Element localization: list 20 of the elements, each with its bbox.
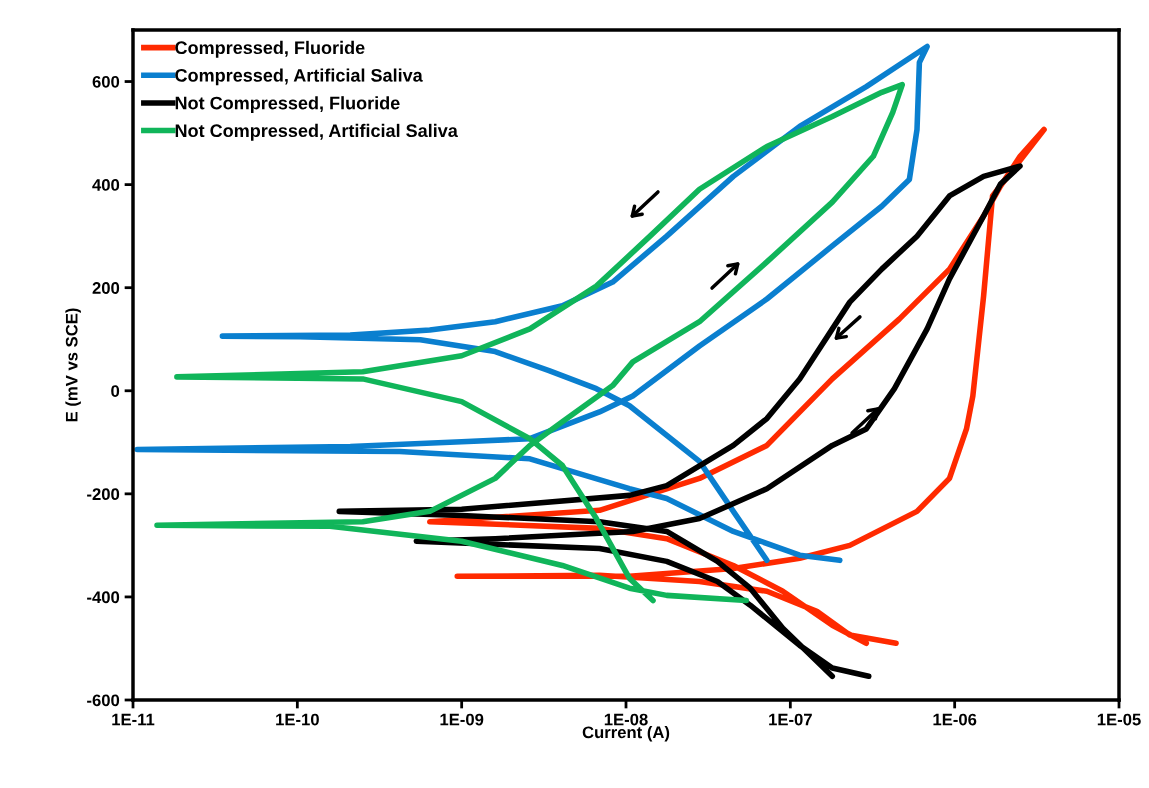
y-tick-label: -600: [87, 694, 120, 707]
legend-label: Compressed, Artificial Saliva: [175, 68, 423, 86]
y-axis-title: E (mV vs SCE): [65, 308, 81, 422]
x-tick-label: 1E-09: [440, 713, 484, 726]
x-tick-label: 1E-07: [769, 713, 812, 726]
x-tick-label: 1E-06: [933, 713, 977, 726]
y-tick-label: 600: [92, 75, 120, 88]
y-tick-label: -200: [87, 488, 120, 501]
y-tick-label: 0: [111, 385, 120, 397]
x-tick-label: 1E-08: [604, 713, 648, 726]
legend-label: Not Compressed, Artificial Saliva: [175, 123, 458, 141]
legend-label: Not Compressed, Fluoride: [175, 96, 400, 113]
y-tick-label: 400: [92, 179, 120, 191]
x-tick-label: 1E-10: [276, 713, 319, 726]
y-tick-label: 200: [92, 282, 120, 294]
x-axis-title: Current (A): [582, 725, 670, 742]
x-tick-label: 1E-11: [112, 713, 155, 726]
y-tick-label: -400: [87, 591, 120, 604]
x-tick-label: 1E-05: [1097, 713, 1141, 726]
legend-label: Compressed, Fluoride: [175, 40, 365, 58]
